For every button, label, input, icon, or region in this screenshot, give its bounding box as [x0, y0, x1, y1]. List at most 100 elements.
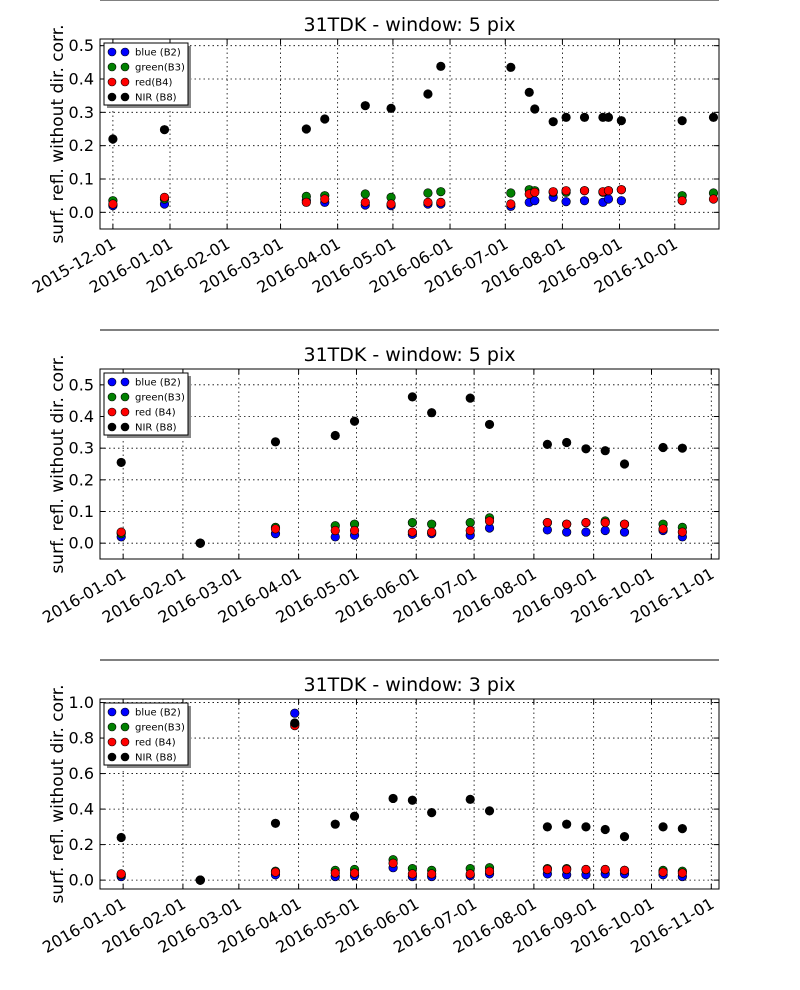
legend-box: [103, 702, 189, 766]
y-tick-label: 1.0: [69, 693, 94, 712]
data-point: [616, 116, 626, 126]
data-point: [600, 517, 610, 528]
series-2: [108, 185, 719, 206]
data-point: [407, 517, 417, 528]
legend-box: [103, 372, 189, 436]
data-point: [116, 869, 126, 879]
data-point: [465, 517, 475, 528]
data-point: [561, 197, 571, 207]
legend-marker: [120, 77, 130, 87]
chart-panel-1: 31TDK - window: 5 pix0.00.10.20.30.40.52…: [29, 0, 720, 297]
data-point: [542, 864, 552, 875]
data-point: [619, 865, 630, 875]
series-4: [108, 61, 719, 144]
data-point: [116, 527, 126, 537]
data-point: [465, 869, 475, 879]
data-point: [562, 519, 572, 529]
y-tick-label: 0.6: [69, 764, 94, 783]
data-point: [159, 192, 170, 202]
legend: blue (B2) green(B3) red (B4) NIR (B8): [103, 702, 191, 768]
data-point: [581, 822, 591, 832]
chart-title: 31TDK - window: 3 pix: [303, 674, 515, 696]
data-point: [506, 62, 516, 72]
data-point: [349, 811, 360, 821]
data-point: [562, 437, 572, 448]
data-point: [619, 832, 630, 842]
series-4: [116, 392, 687, 548]
data-point: [290, 718, 300, 728]
legend-marker: [120, 707, 130, 717]
data-point: [708, 112, 719, 122]
y-tick-label: 0.1: [69, 502, 94, 521]
data-point: [579, 112, 590, 122]
legend-marker: [120, 62, 130, 72]
legend-marker: [107, 377, 117, 387]
legend-marker: [107, 392, 117, 402]
y-tick-label: 0.1: [69, 170, 94, 189]
legend-marker: [120, 407, 130, 417]
legend-marker: [107, 722, 117, 732]
data-point: [658, 867, 668, 877]
data-point: [581, 517, 591, 528]
data-point: [427, 869, 437, 879]
data-point: [436, 61, 446, 71]
data-point: [658, 524, 668, 534]
data-point: [562, 527, 572, 537]
data-point: [600, 446, 610, 456]
plot-frame: [99, 698, 720, 890]
data-point: [290, 708, 300, 718]
y-tick-label: 0.3: [69, 439, 94, 458]
data-point: [388, 858, 398, 868]
data-point: [562, 819, 572, 829]
data-point: [407, 795, 417, 805]
series-4: [116, 718, 687, 885]
y-tick-label: 0.2: [69, 835, 94, 854]
data-point: [108, 199, 118, 209]
data-point: [579, 196, 590, 206]
data-point: [484, 806, 495, 816]
legend-label: green(B3): [135, 63, 185, 74]
data-point: [506, 188, 516, 198]
data-point: [407, 392, 417, 402]
data-point: [436, 197, 446, 207]
data-point: [407, 527, 417, 537]
legend-label: red(B4): [135, 78, 173, 89]
legend-label: blue (B2): [135, 708, 181, 719]
data-point: [330, 868, 340, 878]
data-point: [581, 864, 591, 875]
series-3: [116, 721, 687, 885]
data-point: [600, 864, 610, 875]
data-point: [603, 186, 614, 196]
data-point: [465, 393, 475, 403]
data-point: [562, 864, 572, 875]
data-point: [423, 188, 433, 198]
data-point: [600, 824, 610, 835]
data-point: [619, 459, 630, 469]
data-point: [386, 199, 396, 209]
data-point: [108, 134, 118, 144]
legend-marker: [120, 47, 130, 57]
legend-marker: [120, 422, 130, 432]
chart-title: 31TDK - window: 5 pix: [303, 344, 515, 366]
data-point: [465, 794, 475, 804]
data-point: [320, 194, 330, 204]
data-point: [360, 189, 370, 199]
data-point: [195, 875, 205, 885]
legend-marker: [107, 752, 117, 762]
data-point: [484, 419, 495, 430]
legend-marker: [107, 92, 117, 102]
data-point: [427, 408, 437, 418]
data-point: [542, 822, 552, 832]
data-point: [658, 822, 668, 832]
data-point: [542, 439, 552, 449]
data-point: [548, 117, 558, 127]
data-point: [677, 443, 687, 453]
data-point: [603, 112, 614, 122]
y-tick-label: 0.8: [69, 729, 94, 748]
series-1: [116, 708, 687, 885]
legend-marker: [120, 752, 130, 762]
data-point: [619, 519, 630, 529]
data-point: [581, 444, 591, 454]
legend-label: green(B3): [135, 393, 185, 404]
